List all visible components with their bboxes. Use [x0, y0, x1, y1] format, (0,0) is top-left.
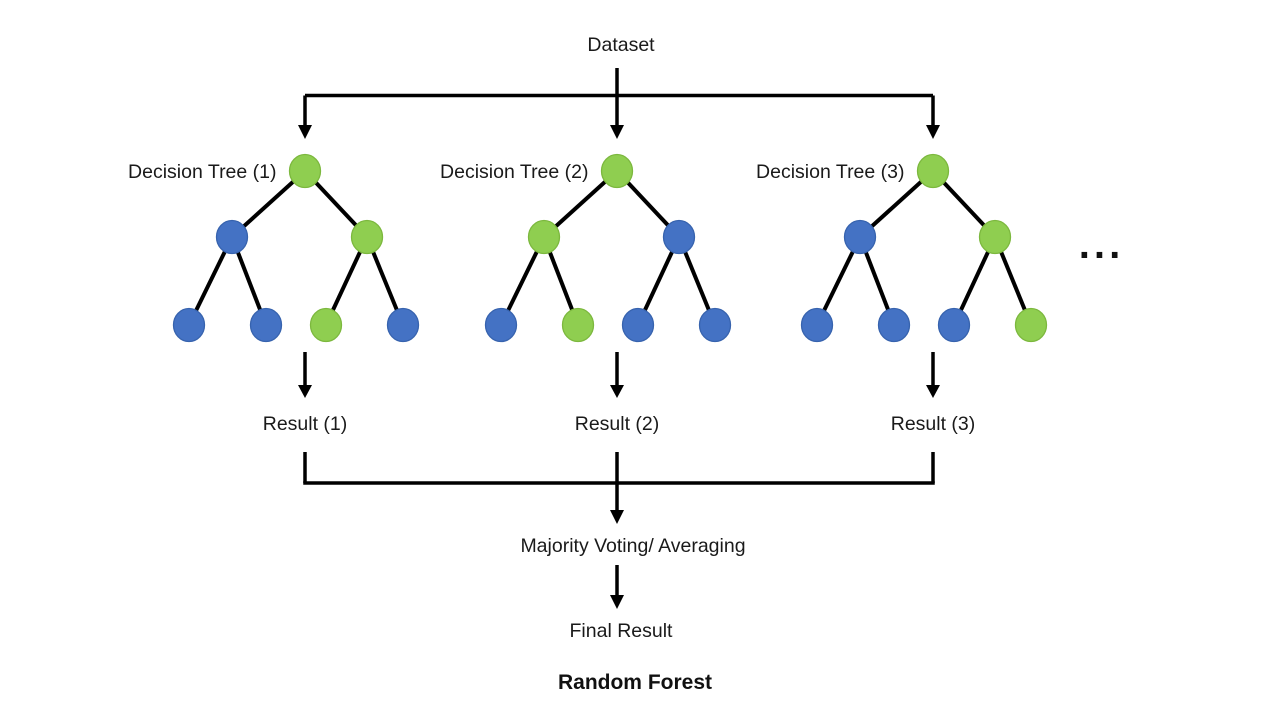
arrowhead-to-result-2 — [610, 385, 624, 398]
tree-3-leaf-node-blue — [800, 307, 834, 343]
tree-2-root-node-green — [600, 153, 634, 189]
tree-3-root-node-green — [916, 153, 950, 189]
result-label-2: Result (2) — [575, 413, 660, 435]
arrowhead-to-tree-2 — [610, 125, 624, 139]
trees-layer: Decision Tree (1)Result (1)Decision Tree… — [128, 153, 1048, 435]
arrowhead-to-majority-voting — [610, 510, 624, 524]
result-label-3: Result (3) — [891, 413, 976, 435]
tree-1-leaf-node-blue — [386, 307, 420, 343]
arrowhead-to-result-3 — [926, 385, 940, 398]
majority-to-final-arrow — [610, 565, 624, 609]
dataset-label: Dataset — [587, 34, 655, 56]
arrowhead-to-final-result — [610, 595, 624, 609]
arrowhead-to-result-1 — [298, 385, 312, 398]
tree-2-leaf-node-blue — [621, 307, 655, 343]
tree-2-internal-node-green — [527, 219, 561, 255]
tree-label-3: Decision Tree (3) — [756, 161, 904, 183]
tree-3-leaf-node-green — [1014, 307, 1048, 343]
dataset-fanout-arrows — [298, 68, 940, 139]
final-result-label: Final Result — [570, 620, 674, 642]
tree-1-internal-node-blue — [215, 219, 249, 255]
tree-label-2: Decision Tree (2) — [440, 161, 588, 183]
majority-voting-label: Majority Voting/ Averaging — [520, 535, 745, 557]
arrowhead-to-tree-1 — [298, 125, 312, 139]
tree-3-leaf-node-blue — [877, 307, 911, 343]
tree-2-internal-node-blue — [662, 219, 696, 255]
diagram-title: Random Forest — [558, 671, 712, 694]
tree-3-internal-node-blue — [843, 219, 877, 255]
tree-2-leaf-node-green — [561, 307, 595, 343]
more-trees-ellipsis: ... — [1078, 228, 1123, 266]
tree-3-leaf-node-blue — [937, 307, 971, 343]
tree-2-leaf-node-blue — [484, 307, 518, 343]
arrowhead-to-tree-3 — [926, 125, 940, 139]
tree-1-leaf-node-green — [309, 307, 343, 343]
aggregation-bracket — [303, 452, 935, 524]
tree-1-internal-node-green — [350, 219, 384, 255]
result-label-1: Result (1) — [263, 413, 348, 435]
tree-1-leaf-node-blue — [249, 307, 283, 343]
tree-3-internal-node-green — [978, 219, 1012, 255]
tree-label-1: Decision Tree (1) — [128, 161, 276, 183]
tree-1-root-node-green — [288, 153, 322, 189]
tree-1-leaf-node-blue — [172, 307, 206, 343]
decision-tree-2: Decision Tree (2) Result (2) — [440, 153, 732, 435]
decision-tree-1: Decision Tree (1) Result (1) — [128, 153, 420, 435]
tree-2-leaf-node-blue — [698, 307, 732, 343]
decision-tree-3: Decision Tree (3) Result (3) — [756, 153, 1048, 435]
